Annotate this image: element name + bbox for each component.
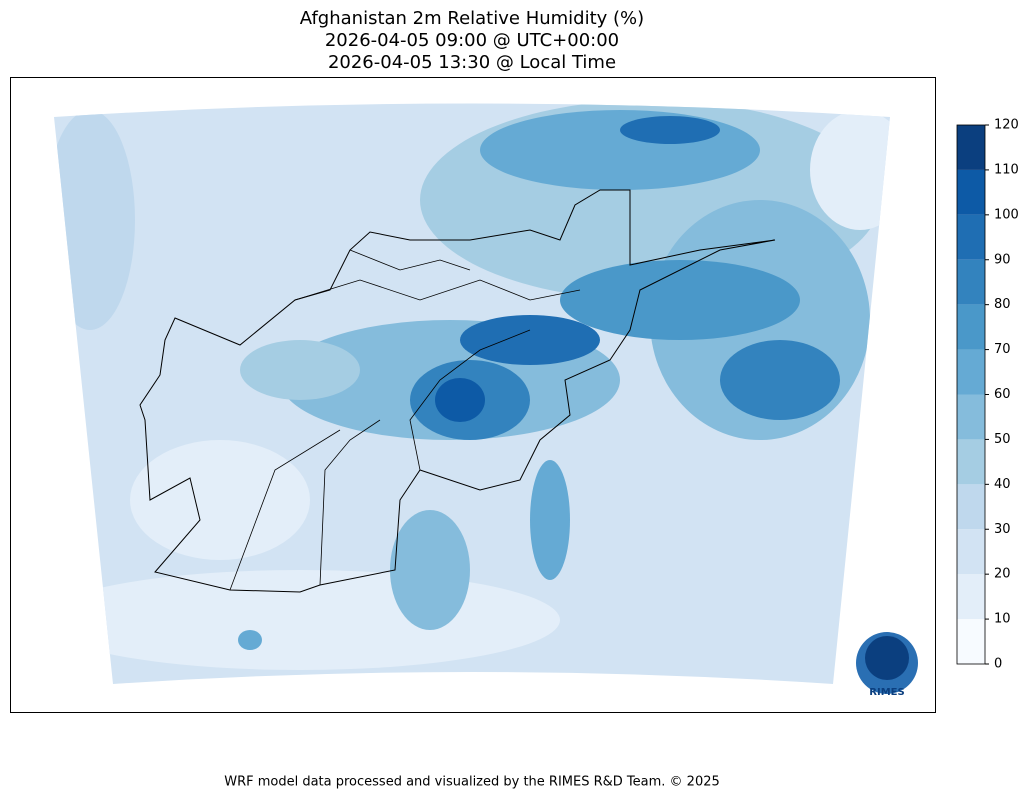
colorbar-band bbox=[957, 349, 985, 395]
province-boundaries bbox=[229, 249, 581, 591]
colorbar-tick-label: 100 bbox=[994, 207, 1019, 222]
colorbar-tick-label: 40 bbox=[994, 477, 1011, 492]
title-line: Afghanistan 2m Relative Humidity (%) bbox=[300, 8, 644, 29]
map bbox=[54, 103, 890, 684]
colorbar-tick-label: 110 bbox=[994, 162, 1019, 177]
colorbar-band bbox=[957, 214, 985, 260]
logo-text: RIMES bbox=[869, 687, 904, 698]
logo-emblem-inner bbox=[865, 636, 909, 680]
colorbar-band bbox=[957, 484, 985, 530]
colorbar-tick-label: 70 bbox=[994, 342, 1011, 357]
colorbar-tick-label: 120 bbox=[994, 118, 1019, 133]
colorbar-band bbox=[957, 394, 985, 440]
colorbar-tick-label: 50 bbox=[994, 432, 1011, 447]
colorbar: 0 10 20 30 40 50 60 70 80 90 100 110 120 bbox=[956, 118, 1019, 672]
colorbar-tick-label: 90 bbox=[994, 252, 1011, 267]
logo: RIMES bbox=[856, 632, 918, 698]
country-outline bbox=[139, 189, 776, 593]
colorbar-tick-label: 80 bbox=[994, 297, 1011, 312]
footer: WRF model data processed and visualized … bbox=[224, 775, 720, 790]
colorbar-tick-label: 20 bbox=[994, 567, 1011, 582]
colorbar-tick-label: 0 bbox=[994, 657, 1002, 672]
colorbar-tick-label: 10 bbox=[994, 612, 1011, 627]
title-line: 2026-04-05 09:00 @ UTC+00:00 bbox=[325, 30, 619, 51]
colorbar-band bbox=[957, 529, 985, 575]
colorbar-tick-label: 60 bbox=[994, 387, 1011, 402]
colorbar-band bbox=[957, 439, 985, 485]
colorbar-band bbox=[957, 169, 985, 215]
colorbar-band bbox=[957, 304, 985, 350]
title-line: 2026-04-05 13:30 @ Local Time bbox=[328, 52, 616, 73]
humidity-field bbox=[54, 103, 890, 670]
colorbar-tick-label: 30 bbox=[994, 522, 1011, 537]
colorbar-band bbox=[957, 574, 985, 620]
colorbar-band bbox=[957, 619, 985, 664]
colorbar-band bbox=[957, 259, 985, 305]
colorbar-band bbox=[957, 125, 985, 170]
